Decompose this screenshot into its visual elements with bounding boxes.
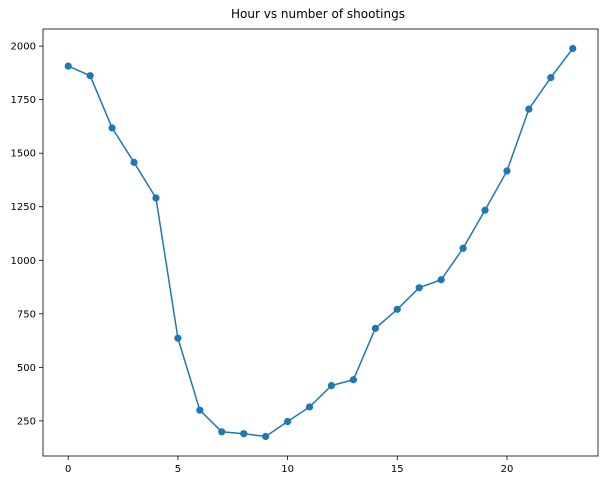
data-point xyxy=(240,430,248,438)
data-point xyxy=(130,158,138,167)
data-point xyxy=(283,417,292,426)
data-point xyxy=(459,244,467,252)
x-tick-label: 5 xyxy=(175,464,181,475)
x-axis-ticks: 0 5 10 15 20 xyxy=(65,456,513,475)
data-point xyxy=(64,62,72,70)
x-tick-label: 10 xyxy=(281,464,294,475)
data-point xyxy=(86,72,94,80)
y-tick-label: 1500 xyxy=(11,149,36,160)
y-tick-label: 1000 xyxy=(11,256,36,267)
y-tick-label: 250 xyxy=(17,416,36,427)
plot-frame xyxy=(42,28,599,457)
data-point xyxy=(196,406,204,414)
data-point xyxy=(437,276,445,284)
data-point xyxy=(152,194,160,202)
x-tick-label: 15 xyxy=(391,464,404,475)
chart-title: Hour vs number of shootings xyxy=(231,7,405,21)
data-point xyxy=(262,432,270,441)
x-tick-label: 20 xyxy=(501,464,514,475)
y-tick-label: 500 xyxy=(17,363,36,374)
data-point xyxy=(481,206,489,214)
axes xyxy=(42,28,599,457)
y-tick-label: 1250 xyxy=(11,202,36,213)
data-point xyxy=(371,324,379,332)
series-line xyxy=(67,48,574,438)
data-point xyxy=(174,334,182,342)
data-point xyxy=(415,284,423,292)
y-tick-label: 2000 xyxy=(11,42,36,53)
data-point xyxy=(569,44,577,53)
data-point xyxy=(108,124,116,132)
data-point xyxy=(503,167,511,175)
data-point xyxy=(218,428,226,436)
data-point xyxy=(547,74,555,82)
data-point xyxy=(305,403,314,411)
data-point xyxy=(525,105,533,113)
y-tick-label: 1750 xyxy=(11,95,36,106)
x-tick-label: 0 xyxy=(65,464,71,475)
y-axis-ticks: 250 500 750 1000 1250 1500 1750 2000 xyxy=(11,42,43,427)
data-point xyxy=(349,376,358,384)
data-point xyxy=(327,381,336,390)
data-series xyxy=(64,44,577,441)
y-tick-label: 750 xyxy=(17,309,36,320)
data-point xyxy=(393,305,401,313)
